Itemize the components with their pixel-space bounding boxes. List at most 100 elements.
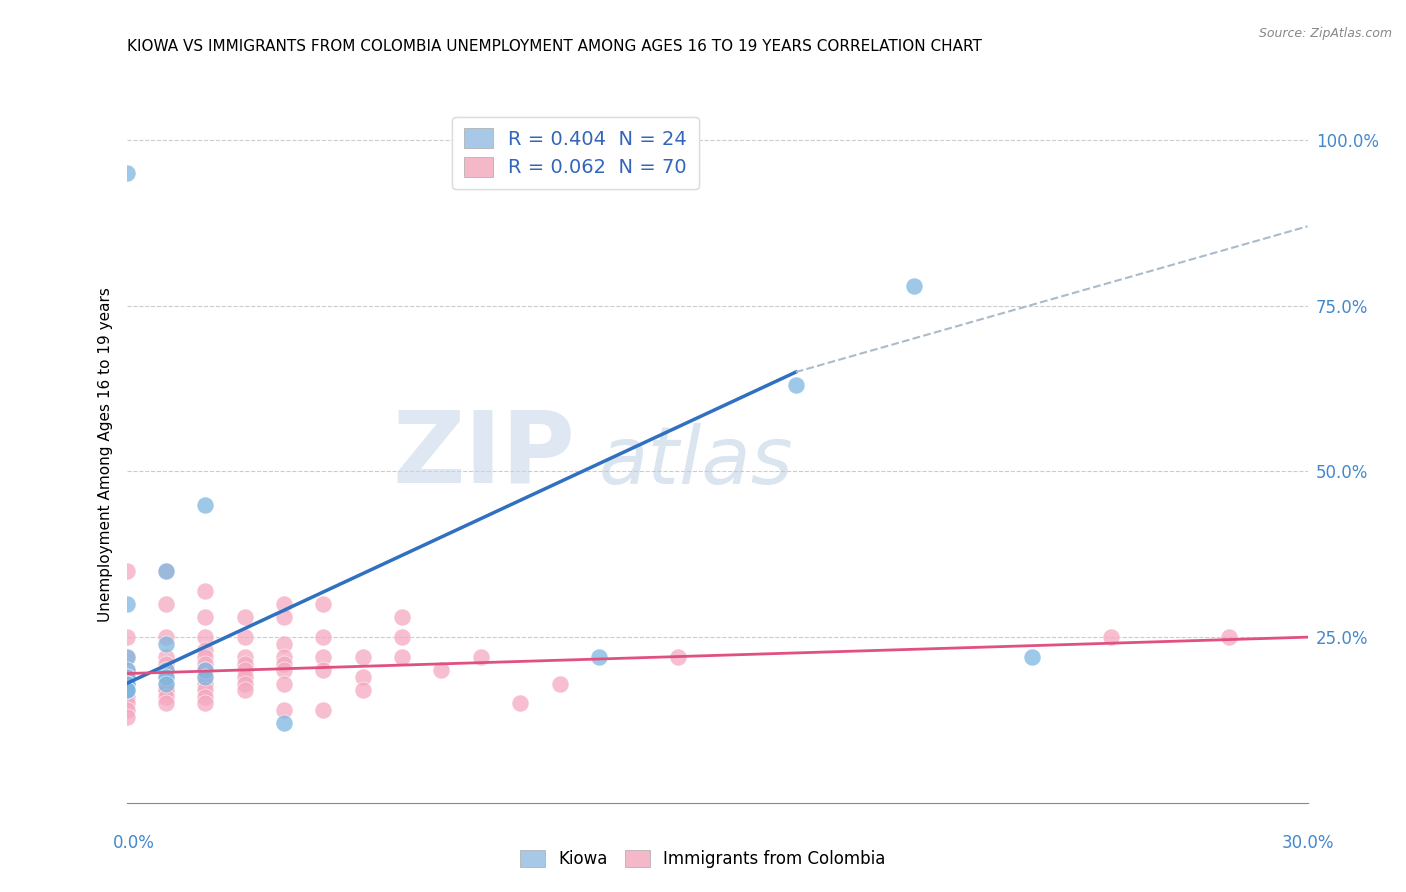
Point (115, 683, 138, 698)
Point (194, 643, 217, 657)
Point (312, 650, 335, 665)
Point (194, 670, 217, 684)
Point (194, 583, 217, 598)
Point (588, 650, 610, 665)
Point (666, 650, 689, 665)
Point (273, 657, 295, 671)
Point (194, 610, 217, 624)
Point (115, 676, 138, 690)
Point (194, 676, 217, 690)
Text: Source: ZipAtlas.com: Source: ZipAtlas.com (1258, 27, 1392, 40)
Point (155, 597, 177, 611)
Point (312, 597, 335, 611)
Point (155, 657, 177, 671)
Point (312, 630, 335, 644)
Point (115, 670, 138, 684)
Point (155, 670, 177, 684)
Point (115, 597, 138, 611)
Point (115, 676, 138, 690)
Point (509, 697, 531, 711)
Text: 0.0%: 0.0% (112, 834, 155, 852)
Point (273, 610, 295, 624)
Point (391, 630, 413, 644)
Point (233, 657, 256, 671)
Point (273, 703, 295, 717)
Point (194, 663, 217, 677)
Point (155, 663, 177, 677)
Point (430, 663, 453, 677)
Point (273, 676, 295, 690)
Point (1099, 630, 1122, 644)
Point (233, 670, 256, 684)
Point (115, 564, 138, 578)
Text: 30.0%: 30.0% (1281, 834, 1334, 852)
Point (194, 650, 217, 665)
Point (155, 683, 177, 698)
Point (391, 610, 413, 624)
Point (233, 630, 256, 644)
Point (352, 683, 374, 698)
Point (273, 597, 295, 611)
Point (470, 650, 492, 665)
Point (115, 683, 138, 698)
Point (115, 709, 138, 723)
Point (273, 637, 295, 651)
Point (1021, 650, 1043, 665)
Point (352, 650, 374, 665)
Point (391, 650, 413, 665)
Point (233, 610, 256, 624)
Point (155, 663, 177, 677)
Point (155, 676, 177, 690)
Point (233, 676, 256, 690)
Point (155, 676, 177, 690)
Point (194, 498, 217, 512)
Point (155, 637, 177, 651)
Point (115, 697, 138, 711)
Point (115, 683, 138, 698)
Point (155, 690, 177, 704)
Point (115, 670, 138, 684)
Point (273, 650, 295, 665)
Point (115, 650, 138, 665)
Point (115, 683, 138, 698)
Point (194, 657, 217, 671)
Point (548, 676, 571, 690)
Point (115, 663, 138, 677)
Point (155, 670, 177, 684)
Point (194, 663, 217, 677)
Point (785, 378, 807, 392)
Point (273, 663, 295, 677)
Point (115, 703, 138, 717)
Point (115, 630, 138, 644)
Point (155, 630, 177, 644)
Point (155, 650, 177, 665)
Point (194, 630, 217, 644)
Point (1218, 630, 1240, 644)
Point (312, 663, 335, 677)
Point (155, 564, 177, 578)
Point (233, 650, 256, 665)
Point (115, 676, 138, 690)
Point (273, 716, 295, 731)
Point (194, 670, 217, 684)
Point (115, 670, 138, 684)
Point (115, 663, 138, 677)
Legend: Kiowa, Immigrants from Colombia: Kiowa, Immigrants from Colombia (513, 843, 893, 875)
Text: ZIP: ZIP (392, 407, 575, 503)
Point (115, 650, 138, 665)
Point (155, 564, 177, 578)
Point (352, 670, 374, 684)
Point (903, 279, 925, 293)
Point (194, 697, 217, 711)
Point (233, 683, 256, 698)
Point (233, 663, 256, 677)
Point (115, 166, 138, 180)
Point (194, 683, 217, 698)
Point (115, 690, 138, 704)
Text: KIOWA VS IMMIGRANTS FROM COLOMBIA UNEMPLOYMENT AMONG AGES 16 TO 19 YEARS CORRELA: KIOWA VS IMMIGRANTS FROM COLOMBIA UNEMPL… (127, 38, 981, 54)
Point (115, 683, 138, 698)
Point (194, 690, 217, 704)
Point (155, 697, 177, 711)
Text: atlas: atlas (599, 423, 794, 501)
Point (155, 683, 177, 698)
